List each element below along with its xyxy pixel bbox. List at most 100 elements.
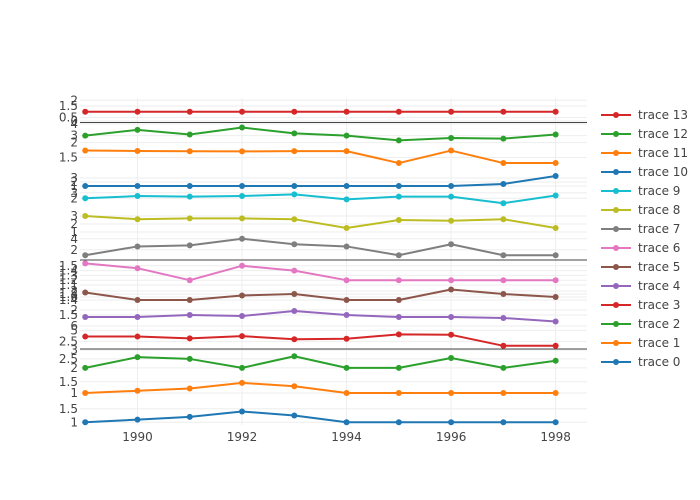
data-point-trace-0[interactable] (291, 412, 298, 419)
data-point-trace-4[interactable] (552, 318, 559, 325)
data-point-trace-0[interactable] (239, 408, 246, 415)
data-point-trace-9[interactable] (500, 200, 507, 207)
data-point-trace-5[interactable] (395, 297, 402, 303)
data-point-trace-6[interactable] (239, 262, 246, 269)
data-point-trace-12[interactable] (343, 132, 350, 139)
data-point-trace-7[interactable] (343, 243, 350, 250)
data-point-trace-10[interactable] (82, 183, 89, 189)
data-point-trace-12[interactable] (82, 132, 89, 139)
data-point-trace-5[interactable] (291, 291, 298, 297)
data-point-trace-8[interactable] (134, 216, 141, 223)
data-point-trace-7[interactable] (82, 252, 89, 259)
data-point-trace-7[interactable] (448, 241, 455, 248)
data-point-trace-3[interactable] (552, 342, 559, 349)
data-point-trace-9[interactable] (395, 193, 402, 200)
data-point-trace-0[interactable] (500, 419, 507, 426)
data-point-trace-12[interactable] (448, 135, 455, 141)
legend-item-trace-8[interactable]: trace 8 (601, 203, 680, 217)
data-point-trace-10[interactable] (134, 183, 141, 189)
data-point-trace-8[interactable] (343, 225, 350, 231)
data-point-trace-1[interactable] (134, 387, 141, 394)
data-point-trace-1[interactable] (186, 385, 193, 392)
legend-item-trace-6[interactable]: trace 6 (601, 241, 680, 255)
data-point-trace-1[interactable] (500, 390, 507, 396)
legend-item-trace-1[interactable]: trace 1 (601, 336, 680, 350)
data-point-trace-12[interactable] (552, 131, 559, 138)
legend-item-trace-5[interactable]: trace 5 (601, 260, 680, 274)
data-point-trace-0[interactable] (395, 419, 402, 426)
data-point-trace-13[interactable] (343, 108, 350, 115)
data-point-trace-3[interactable] (134, 333, 141, 340)
legend-item-trace-4[interactable]: trace 4 (601, 279, 680, 293)
data-point-trace-3[interactable] (395, 331, 402, 338)
data-point-trace-5[interactable] (343, 297, 350, 303)
data-point-trace-4[interactable] (395, 314, 402, 320)
data-point-trace-5[interactable] (500, 291, 507, 297)
data-point-trace-2[interactable] (500, 364, 507, 371)
legend[interactable]: trace 13 trace 12 trace 11 trace 10 trace 9 t… (601, 108, 688, 369)
data-point-trace-11[interactable] (500, 160, 507, 167)
data-point-trace-3[interactable] (291, 336, 298, 343)
data-point-trace-10[interactable] (239, 183, 246, 189)
data-point-trace-7[interactable] (395, 252, 402, 259)
data-point-trace-3[interactable] (343, 335, 350, 342)
data-point-trace-8[interactable] (500, 216, 507, 223)
data-point-trace-6[interactable] (343, 277, 350, 284)
legend-item-trace-12[interactable]: trace 12 (601, 127, 688, 141)
data-point-trace-5[interactable] (134, 297, 141, 303)
data-point-trace-1[interactable] (552, 390, 559, 396)
data-point-trace-6[interactable] (500, 277, 507, 284)
data-point-trace-9[interactable] (448, 193, 455, 200)
data-point-trace-12[interactable] (395, 137, 402, 144)
data-point-trace-10[interactable] (395, 183, 402, 189)
data-point-trace-10[interactable] (448, 183, 455, 189)
data-point-trace-2[interactable] (239, 364, 246, 371)
data-point-trace-13[interactable] (395, 108, 402, 115)
data-point-trace-13[interactable] (552, 108, 559, 115)
data-point-trace-12[interactable] (239, 124, 246, 131)
data-point-trace-6[interactable] (134, 265, 141, 272)
data-point-trace-3[interactable] (82, 333, 89, 340)
legend-item-trace-9[interactable]: trace 9 (601, 184, 680, 198)
data-point-trace-7[interactable] (500, 252, 507, 259)
data-point-trace-9[interactable] (186, 193, 193, 200)
data-point-trace-11[interactable] (448, 147, 455, 154)
data-point-trace-8[interactable] (448, 217, 455, 224)
legend-item-trace-0[interactable]: trace 0 (601, 355, 680, 369)
data-point-trace-9[interactable] (552, 192, 559, 199)
data-point-trace-6[interactable] (448, 277, 455, 284)
data-point-trace-9[interactable] (239, 193, 246, 200)
data-point-trace-0[interactable] (134, 416, 141, 423)
data-point-trace-7[interactable] (186, 242, 193, 249)
data-point-trace-5[interactable] (239, 292, 246, 299)
data-point-trace-4[interactable] (134, 314, 141, 320)
data-point-trace-4[interactable] (186, 312, 193, 318)
data-point-trace-10[interactable] (500, 181, 507, 187)
data-point-trace-13[interactable] (448, 108, 455, 115)
data-point-trace-12[interactable] (291, 130, 298, 137)
data-point-trace-9[interactable] (291, 191, 298, 198)
data-point-trace-6[interactable] (395, 277, 402, 284)
data-point-trace-10[interactable] (186, 183, 193, 189)
data-point-trace-13[interactable] (82, 108, 89, 115)
data-point-trace-4[interactable] (500, 315, 507, 321)
data-point-trace-9[interactable] (134, 193, 141, 200)
data-point-trace-10[interactable] (291, 183, 298, 189)
legend-item-trace-3[interactable]: trace 3 (601, 298, 680, 312)
data-point-trace-8[interactable] (82, 213, 89, 219)
data-point-trace-3[interactable] (500, 342, 507, 349)
data-point-trace-1[interactable] (448, 390, 455, 396)
data-point-trace-6[interactable] (82, 260, 89, 267)
data-point-trace-12[interactable] (500, 135, 507, 142)
legend-item-trace-11[interactable]: trace 11 (601, 146, 688, 160)
data-point-trace-1[interactable] (82, 390, 89, 396)
data-point-trace-11[interactable] (552, 160, 559, 167)
data-point-trace-11[interactable] (343, 148, 350, 155)
data-point-trace-0[interactable] (186, 413, 193, 420)
data-point-trace-2[interactable] (186, 355, 193, 362)
data-point-trace-1[interactable] (291, 383, 298, 390)
data-point-trace-4[interactable] (82, 314, 89, 320)
data-point-trace-12[interactable] (186, 131, 193, 138)
data-point-trace-4[interactable] (343, 312, 350, 318)
data-point-trace-0[interactable] (448, 419, 455, 426)
